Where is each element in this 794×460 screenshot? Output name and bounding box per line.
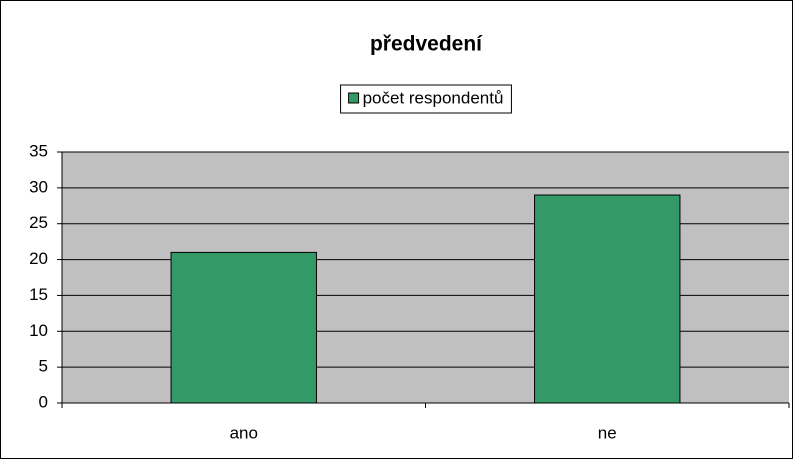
y-tick-label: 5 <box>39 357 48 376</box>
bar <box>534 194 681 404</box>
legend-swatch <box>348 92 360 104</box>
legend-box <box>340 84 512 114</box>
legend-label: počet respondentů <box>363 88 504 107</box>
y-tick-label: 0 <box>39 392 48 411</box>
legend: počet respondentů <box>340 84 512 114</box>
y-tick-label: 35 <box>29 141 48 160</box>
y-tick-label: 20 <box>29 249 48 268</box>
x-tick-label: ano <box>230 423 258 442</box>
y-tick-label: 25 <box>29 213 48 232</box>
chart-title: předvedení <box>370 33 483 56</box>
y-tick-label: 10 <box>29 321 48 340</box>
x-tick-label: ne <box>598 423 617 442</box>
y-tick-label: 30 <box>29 177 48 196</box>
y-tick-label: 15 <box>29 285 48 304</box>
bar <box>170 251 317 404</box>
